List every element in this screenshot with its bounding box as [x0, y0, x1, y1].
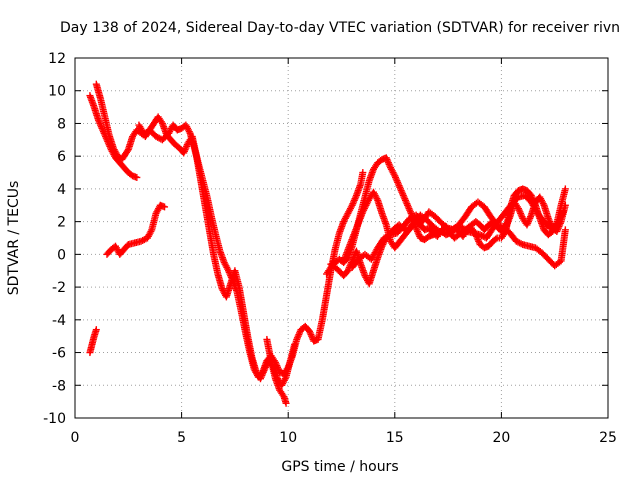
- data-point: [133, 173, 141, 181]
- data-point: [561, 201, 569, 209]
- chart-title: Day 138 of 2024, Sidereal Day-to-day VTE…: [60, 20, 620, 36]
- x-tick-label: 10: [279, 430, 297, 446]
- y-tick-label: -4: [52, 313, 66, 329]
- data-point: [291, 340, 299, 348]
- data-marks: [86, 80, 569, 407]
- data-point: [161, 203, 169, 211]
- data-point: [385, 232, 393, 240]
- data-point: [517, 240, 525, 248]
- y-tick-label: -2: [52, 280, 66, 296]
- y-tick-label: 4: [57, 182, 66, 198]
- series-low-track: [103, 201, 169, 258]
- data-point: [282, 399, 290, 407]
- y-tick-label: 6: [57, 149, 66, 165]
- data-point: [492, 235, 500, 243]
- axis-ticks: 0 5 10 15 20 25 -10 -8 -6 -4 -2 0 2 4 6 8 10 12: [43, 51, 617, 446]
- x-tick-label: 20: [492, 430, 510, 446]
- x-tick-label: 5: [177, 430, 186, 446]
- series-recovery-track-d: [348, 191, 567, 271]
- data-point: [559, 208, 567, 216]
- series-early-segment: [86, 326, 100, 357]
- x-tick-label: 25: [599, 430, 617, 446]
- y-tick-label: -10: [43, 411, 66, 427]
- data-point: [561, 226, 569, 234]
- y-axis-label: SDTVAR / TECUs: [6, 181, 22, 296]
- data-point: [561, 185, 569, 193]
- data-point: [92, 326, 100, 334]
- y-tick-label: 12: [48, 51, 66, 67]
- data-point: [359, 169, 367, 177]
- x-axis-label: GPS time / hours: [281, 459, 398, 475]
- y-tick-label: 0: [57, 247, 66, 263]
- plot-frame: [74, 57, 609, 419]
- x-tick-label: 0: [71, 430, 80, 446]
- y-tick-label: -8: [52, 378, 66, 394]
- data-point: [123, 147, 131, 155]
- y-tick-label: 2: [57, 215, 66, 231]
- y-tick-label: 8: [57, 116, 66, 132]
- y-tick-label: -6: [52, 346, 66, 362]
- x-tick-label: 15: [386, 430, 404, 446]
- series-deep-track: [263, 335, 290, 407]
- y-tick-label: 10: [48, 84, 66, 100]
